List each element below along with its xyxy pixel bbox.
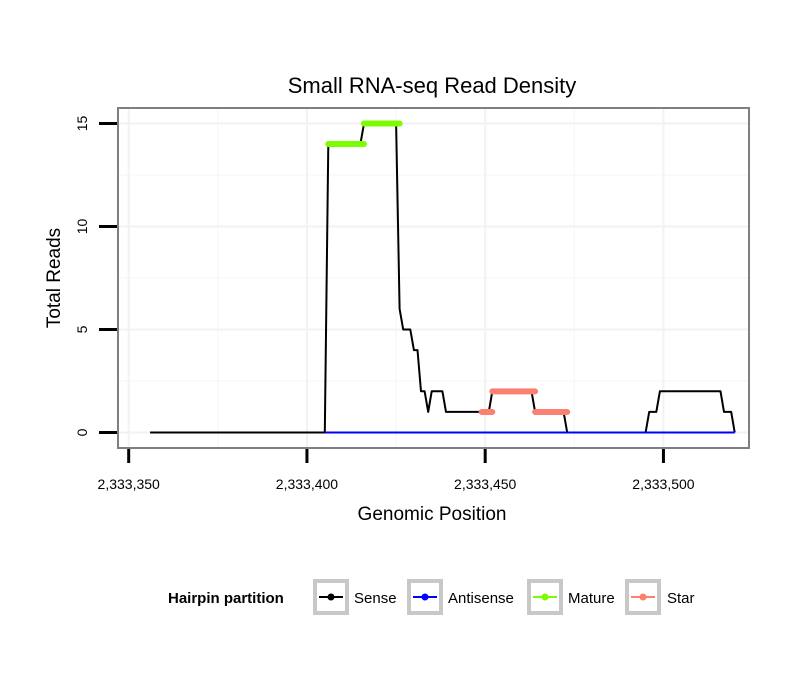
legend-label-antisense: Antisense xyxy=(448,590,514,607)
y-axis-title: Total Reads xyxy=(44,228,65,328)
x-tick-label: 2,333,500 xyxy=(632,476,694,492)
grid-lines xyxy=(119,109,748,447)
x-axis: 2,333,350 2,333,400 2,333,450 2,333,500 xyxy=(98,449,695,492)
x-axis-title: Genomic Position xyxy=(358,504,507,525)
legend-dot-antisense xyxy=(421,593,429,601)
x-tick-label: 2,333,350 xyxy=(98,476,160,492)
y-axis: 0 5 10 15 xyxy=(74,116,117,436)
x-tick-label: 2,333,450 xyxy=(454,476,516,492)
legend-title: Hairpin partition xyxy=(168,590,284,607)
series-layer xyxy=(150,120,736,434)
x-tick-label: 2,333,400 xyxy=(276,476,338,492)
y-tick-label: 15 xyxy=(74,116,90,132)
legend-label-star: Star xyxy=(667,590,695,607)
legend-label-sense: Sense xyxy=(354,590,397,607)
legend-dot-sense xyxy=(327,593,335,601)
legend-label-mature: Mature xyxy=(568,590,615,607)
legend-dot-mature xyxy=(541,593,549,601)
sense-line xyxy=(150,122,736,434)
y-tick-label: 10 xyxy=(74,219,90,235)
y-tick-label: 0 xyxy=(74,428,90,436)
chart-title: Small RNA-seq Read Density xyxy=(288,73,577,98)
legend: Hairpin partition Sense Antisense Mature St… xyxy=(168,579,695,615)
y-tick-label: 5 xyxy=(74,325,90,333)
legend-dot-star xyxy=(639,593,647,601)
